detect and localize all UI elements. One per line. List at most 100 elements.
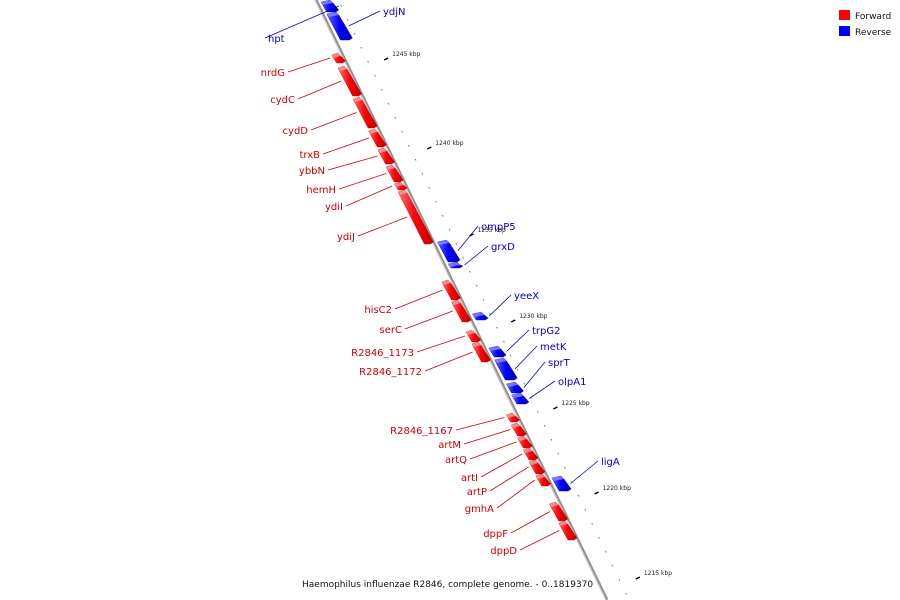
major-ticks: 1245 kbp 1240 kbp 1235 kbp 1230 kbp 1225 kbp… <box>383 51 672 580</box>
minor-tick <box>421 172 424 175</box>
minor-ticks <box>340 4 628 595</box>
gene-label-dppD: dppD <box>490 546 517 557</box>
gene-label-sprT: sprT <box>548 358 571 369</box>
minor-tick <box>414 158 417 161</box>
gene-label-olpA1: olpA1 <box>558 377 586 388</box>
gene-label-R2846_1167: R2846_1167 <box>390 426 453 437</box>
leader-line <box>489 466 529 492</box>
gene-label-R2846_1173: R2846_1173 <box>351 348 414 359</box>
tick-label: 1240 kbp <box>435 140 463 147</box>
gene-label-artQ: artQ <box>445 455 467 466</box>
gene-bevel <box>394 182 404 187</box>
legend-label-forward: Forward <box>855 12 891 22</box>
leader-line <box>297 80 342 100</box>
gene-label-nrdG: nrdG <box>261 68 285 79</box>
leader-line <box>570 460 599 484</box>
gene-label-trpG2: trpG2 <box>532 326 561 337</box>
leader-line <box>404 310 453 330</box>
leader-line <box>424 351 473 372</box>
major-tick <box>594 491 599 495</box>
gene-bevel <box>523 448 533 453</box>
gene-bevel <box>551 476 564 481</box>
leader-line <box>287 57 331 73</box>
gene-label-trxB: trxB <box>299 150 320 161</box>
gene-bevel <box>386 165 396 170</box>
minor-tick <box>428 186 431 189</box>
gene-bevel <box>441 280 451 285</box>
minor-tick <box>543 424 546 427</box>
gene-box-ydiJ <box>397 189 434 245</box>
minor-tick <box>394 116 397 119</box>
minor-tick <box>407 144 410 147</box>
minor-tick <box>360 46 363 49</box>
gene-label-serC: serC <box>380 325 402 336</box>
tick-label: 1215 kbp <box>644 570 672 577</box>
tick-label: 1235 kbp <box>477 227 505 234</box>
gene-bevel <box>488 346 501 351</box>
leader-line <box>469 441 517 460</box>
minor-tick <box>564 466 566 469</box>
gene-labels: ydjN hpt nrdG cydC cydD trxB ybbN hemH ydiI ydiJ o… <box>261 5 620 557</box>
gene-label-metK: metK <box>540 342 567 353</box>
gene-bevel <box>529 460 539 465</box>
gene-label-grxD: grxD <box>491 242 515 253</box>
minor-tick <box>441 214 444 217</box>
leader-line <box>463 429 511 445</box>
minor-tick <box>523 382 526 385</box>
gene-bevel <box>331 53 341 58</box>
minor-tick <box>496 326 499 329</box>
gene-label-yeeX: yeeX <box>514 291 539 302</box>
minor-tick <box>373 74 376 77</box>
minor-tick <box>340 4 342 7</box>
genome-caption: Haemophilus influenzae R2846, complete g… <box>302 580 593 590</box>
leader-line <box>322 137 370 155</box>
minor-tick <box>611 564 614 567</box>
gene-bevel <box>472 312 485 317</box>
leader-line <box>523 361 546 388</box>
gene-bevel <box>368 129 378 134</box>
minor-tick <box>387 102 390 105</box>
minor-tick <box>557 452 560 455</box>
gene-features <box>320 0 578 541</box>
leader-line <box>480 453 523 478</box>
leader-line <box>310 112 357 131</box>
minor-tick <box>455 242 458 245</box>
minor-tick <box>550 438 553 441</box>
minor-tick <box>401 130 403 133</box>
minor-tick <box>469 270 471 273</box>
gene-bevel <box>511 423 521 428</box>
minor-tick <box>618 578 621 581</box>
gene-label-ligA: ligA <box>601 457 620 468</box>
gene-label-ydiJ: ydiJ <box>337 232 355 243</box>
minor-tick <box>516 368 519 371</box>
gene-bevel <box>451 300 461 305</box>
leader-line <box>488 294 512 317</box>
leader-line <box>510 511 551 534</box>
leader-line <box>457 225 479 252</box>
minor-tick <box>448 228 451 231</box>
legend-label-reverse: Reverse <box>855 28 892 38</box>
minor-tick <box>367 60 370 63</box>
gene-bevel <box>321 0 333 5</box>
gene-bevel <box>326 12 339 17</box>
leader-line <box>357 216 408 237</box>
leader-line <box>519 530 560 551</box>
gene-bevel <box>549 502 559 507</box>
major-tick <box>426 146 432 150</box>
leader-line <box>455 417 505 431</box>
gene-bevel <box>377 148 387 153</box>
gene-bevel <box>398 190 408 195</box>
minor-tick <box>346 18 349 21</box>
minor-tick <box>502 340 505 343</box>
gene-label-artI: artI <box>461 473 478 484</box>
leader-line <box>529 380 556 399</box>
leader-line <box>264 5 340 39</box>
gene-label-ydjN: ydjN <box>383 7 406 18</box>
legend: Forward Reverse <box>839 10 892 38</box>
gene-label-ybbN: ybbN <box>299 166 325 177</box>
gene-bevel <box>353 97 363 102</box>
gene-bevel <box>558 521 568 526</box>
gene-label-artP: artP <box>467 487 487 498</box>
leader-line <box>464 245 489 266</box>
legend-swatch-forward <box>839 10 850 20</box>
